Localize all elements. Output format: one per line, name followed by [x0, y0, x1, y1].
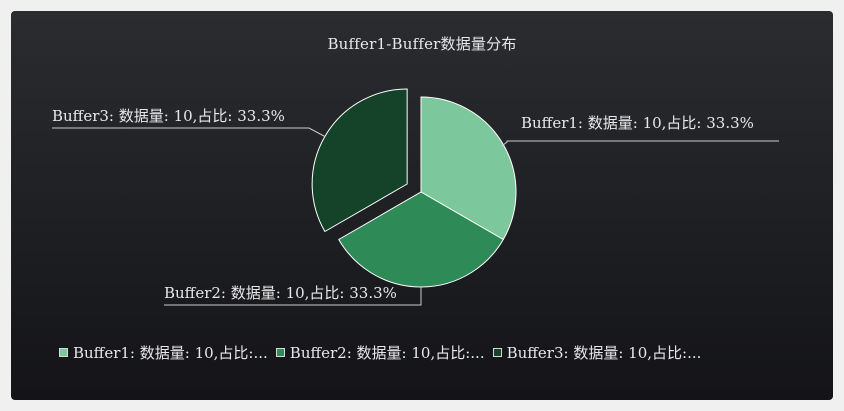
leader-line-buffer1: [500, 140, 779, 147]
pie-slices: [311, 88, 517, 288]
legend-label-buffer2: Buffer2: 数据量: 10,占比:...: [289, 344, 485, 362]
legend-item-buffer1[interactable]: Buffer1: 数据量: 10,占比:...: [59, 342, 268, 363]
chart-card: Buffer1-Buffer数据量分布 Buffer1: 数据量: 10,占比:…: [11, 11, 833, 400]
pie-labels: Buffer1: 数据量: 10,占比: 33.3% Buffer2: 数据量: …: [52, 107, 779, 306]
leader-line-buffer2: [164, 287, 422, 306]
pie-chart: Buffer1: 数据量: 10,占比: 33.3% Buffer2: 数据量: …: [52, 88, 779, 306]
legend-item-buffer3[interactable]: Buffer3: 数据量: 10,占比:...: [492, 342, 702, 363]
slice-label-buffer2: Buffer2: 数据量: 10,占比: 33.3%: [164, 284, 397, 302]
leader-line-buffer3: [52, 127, 326, 137]
pie-slice-buffer2[interactable]: [338, 191, 504, 288]
chart-title: Buffer1-Buffer数据量分布: [327, 35, 517, 53]
slice-label-buffer3: Buffer3: 数据量: 10,占比: 33.3%: [52, 107, 285, 125]
slice-label-buffer1: Buffer1: 数据量: 10,占比: 33.3%: [521, 114, 754, 132]
legend-swatch-buffer1: [59, 348, 68, 357]
legend-swatch-buffer3: [492, 348, 502, 357]
pie-slice-buffer3[interactable]: [311, 88, 408, 233]
legend-label-buffer3: Buffer3: 数据量: 10,占比:...: [506, 344, 702, 362]
legend-item-buffer2[interactable]: Buffer2: 数据量: 10,占比:...: [275, 342, 485, 363]
legend-swatch-buffer2: [275, 348, 285, 357]
chart-legend: Buffer1: 数据量: 10,占比:... Buffer2: 数据量: 10…: [59, 342, 709, 363]
legend-label-buffer1: Buffer1: 数据量: 10,占比:...: [73, 344, 268, 362]
